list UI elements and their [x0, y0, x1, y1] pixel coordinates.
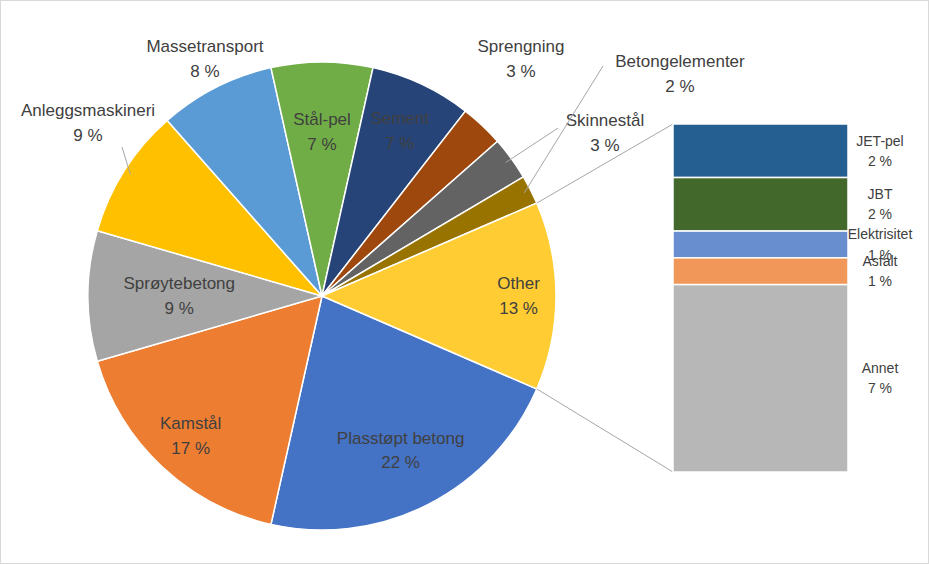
data-label-value: 22 % — [381, 453, 420, 472]
data-label-name: JET-pel — [856, 133, 903, 149]
connector-line — [537, 124, 673, 203]
data-label-value: 8 % — [190, 62, 219, 81]
chart-container: Plasstøpt betong 22 % Kamstål 17 % Sprøytebe… — [0, 0, 929, 564]
data-label-value: 3 % — [590, 136, 619, 155]
data-label-name: Stål-pel — [293, 110, 351, 129]
data-label-value: 7 % — [868, 380, 892, 396]
pie — [88, 62, 556, 530]
pie-slice — [322, 203, 556, 389]
leader-line — [506, 128, 558, 163]
data-label-value: 13 % — [499, 299, 538, 318]
data-label-name: Betongelementer — [615, 52, 745, 71]
data-label-value: 2 % — [868, 153, 892, 169]
connectors — [537, 124, 673, 472]
data-label-value: 9 % — [165, 299, 194, 318]
data-label-value: 2 % — [665, 77, 694, 96]
data-label-name: Sprøytebetong — [124, 274, 236, 293]
connector-line — [537, 389, 673, 472]
data-label-name: Anleggsmaskineri — [21, 101, 155, 120]
data-label-name: Elektrisitet — [848, 226, 913, 242]
data-label-value: 7 % — [385, 134, 414, 153]
data-label-value: 9 % — [73, 126, 102, 145]
leader-line — [122, 147, 130, 174]
data-label-value: 17 % — [171, 439, 210, 458]
data-label-name: Skinnestål — [566, 111, 644, 130]
data-label-value: 3 % — [506, 62, 535, 81]
labels: Plasstøpt betong 22 % Kamstål 17 % Sprøytebe… — [21, 37, 912, 472]
bar-segment — [673, 124, 848, 178]
data-label-name: Other — [497, 274, 540, 293]
bar-segment — [673, 178, 848, 232]
breakdown-bar — [673, 124, 848, 472]
bar-segment — [673, 258, 848, 285]
leader-line — [524, 66, 603, 193]
data-label-name: Asfalt — [862, 253, 897, 269]
data-label-name: Plasstøpt betong — [337, 429, 465, 448]
bar-segment — [673, 285, 848, 472]
data-label-name: Sement — [370, 109, 429, 128]
data-label-name: Kamstål — [160, 414, 221, 433]
data-label-value: 7 % — [307, 135, 336, 154]
data-label-name: Massetransport — [146, 37, 263, 56]
data-label-name: JBT — [868, 186, 893, 202]
data-label-value: 1 % — [868, 273, 892, 289]
bar-segment — [673, 231, 848, 258]
data-label-value: 2 % — [868, 206, 892, 222]
chart-svg: Plasstøpt betong 22 % Kamstål 17 % Sprøytebe… — [0, 0, 929, 564]
data-label-name: Sprengning — [478, 37, 565, 56]
data-label-name: Annet — [862, 360, 899, 376]
chart-frame — [1, 1, 929, 564]
